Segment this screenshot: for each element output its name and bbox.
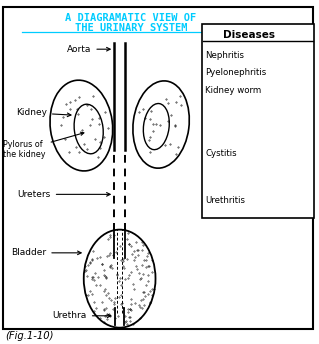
Text: Pyelonephritis: Pyelonephritis — [205, 68, 267, 77]
Text: Ureters: Ureters — [18, 190, 110, 199]
Ellipse shape — [50, 80, 113, 171]
Ellipse shape — [74, 104, 103, 154]
Text: Kidney worm: Kidney worm — [205, 86, 262, 95]
Ellipse shape — [133, 81, 189, 168]
Text: A DIAGRAMATIC VIEW OF: A DIAGRAMATIC VIEW OF — [65, 13, 197, 23]
Ellipse shape — [143, 104, 169, 150]
Text: Aorta: Aorta — [67, 45, 110, 54]
FancyBboxPatch shape — [3, 7, 313, 329]
Ellipse shape — [84, 230, 155, 327]
Text: Urethritis: Urethritis — [205, 196, 245, 205]
FancyBboxPatch shape — [202, 24, 314, 218]
Text: Diseases: Diseases — [223, 30, 275, 41]
Text: Urethra: Urethra — [53, 311, 111, 320]
Text: Bladder: Bladder — [11, 248, 81, 257]
Text: Nephritis: Nephritis — [205, 51, 244, 60]
Text: Cystitis: Cystitis — [205, 149, 237, 158]
Text: THE URINARY SYSTEM: THE URINARY SYSTEM — [75, 22, 187, 33]
Text: Pylorus of
the kidney: Pylorus of the kidney — [3, 132, 84, 159]
Text: (Fig.1-10): (Fig.1-10) — [5, 331, 53, 342]
Text: Kidney: Kidney — [16, 108, 71, 117]
